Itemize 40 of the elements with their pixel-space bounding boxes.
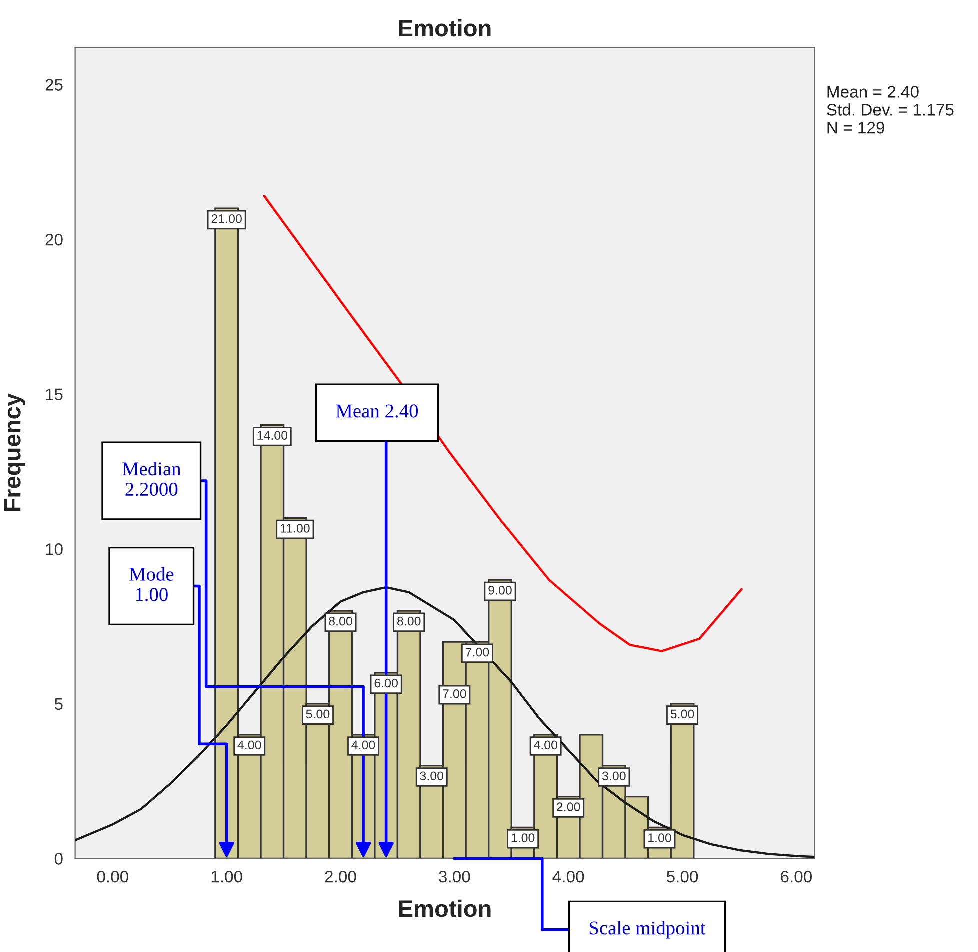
data-label: 5.00: [670, 710, 694, 719]
data-label: 21.00: [212, 214, 242, 224]
data-label: 1.00: [648, 834, 672, 842]
annotation: Scale midpoint: [590, 921, 706, 939]
data-label: 4.00: [534, 740, 558, 750]
data-label: 11.00: [280, 524, 310, 533]
data-label: 9.00: [488, 586, 512, 595]
y-tick-label: 0: [54, 853, 63, 865]
data-label: 4.00: [352, 740, 376, 750]
y-tick-label: 25: [46, 79, 63, 91]
data-label: 8.00: [329, 616, 352, 626]
x-axis-title: Emotion: [399, 900, 491, 918]
y-tick-label: 20: [46, 234, 63, 246]
x-tick-label: 6.00: [781, 870, 812, 883]
x-tick-label: 5.00: [666, 870, 698, 883]
y-tick-label: 10: [46, 544, 63, 556]
x-tick-label: 2.00: [325, 870, 356, 883]
y-tick-label: 5: [54, 698, 63, 710]
annotation: Median 2.2000: [122, 462, 182, 496]
x-tick-label: 3.00: [439, 870, 470, 883]
text: Mean = 2.40 Std. Dev. = 1.175 N = 129: [827, 86, 954, 134]
x-tick-label: 1.00: [212, 870, 242, 883]
annotation: Mean 2.40: [336, 404, 418, 418]
data-label: 3.00: [602, 772, 626, 781]
data-label: 6.00: [374, 678, 398, 688]
x-tick-label: 4.00: [552, 870, 584, 883]
data-label: 4.00: [238, 740, 262, 750]
chart-title: Emotion: [399, 19, 491, 37]
annotation: Mode 1.00: [130, 567, 174, 602]
data-label: 7.00: [443, 690, 466, 698]
data-label: 2.00: [557, 802, 580, 812]
x-tick-label: 0.00: [97, 870, 128, 883]
y-axis-title: Frequency: [4, 394, 26, 512]
data-label: 8.00: [397, 616, 421, 626]
y-tick-label: 15: [46, 388, 63, 401]
data-label: 14.00: [258, 431, 288, 440]
data-label: 5.00: [306, 710, 330, 719]
data-label: 1.00: [512, 834, 535, 842]
data-label: 7.00: [466, 648, 490, 657]
data-label: 3.00: [420, 772, 444, 781]
